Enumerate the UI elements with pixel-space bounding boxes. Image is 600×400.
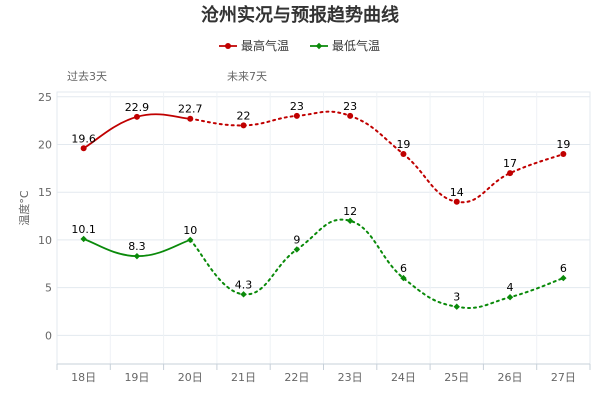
- plot-area: 0 5 10 15 20 25 18日 19日 20日 21日 22日 23日 24日 25日 26日 27日…: [17, 91, 591, 384]
- data-label: 17: [503, 157, 517, 170]
- data-point: [453, 198, 460, 205]
- data-point: [240, 291, 247, 298]
- data-point: [240, 122, 247, 129]
- data-point: [400, 151, 407, 158]
- data-point: [187, 236, 194, 244]
- data-point: [346, 217, 354, 225]
- legend-item-low[interactable]: 最低气温: [310, 38, 380, 53]
- data-label: 4.3: [235, 278, 253, 291]
- data-label: 12: [343, 205, 357, 218]
- chart-title: 沧州实况与预报趋势曲线: [201, 4, 399, 26]
- x-tick-label: 20日: [178, 371, 203, 384]
- data-point: [507, 170, 514, 177]
- legend-item-high[interactable]: 最高气温: [219, 38, 289, 53]
- legend-high-marker: [225, 43, 231, 49]
- data-label: 14: [450, 186, 464, 199]
- x-tick-label: 27日: [551, 371, 576, 384]
- data-point: [80, 235, 87, 243]
- period-label-future: 未来7天: [227, 70, 267, 83]
- y-tick-label: 15: [38, 186, 52, 199]
- x-tick-label: 23日: [338, 371, 363, 384]
- data-label: 9: [293, 233, 300, 246]
- data-label: 19: [396, 138, 410, 151]
- y-tick-label: 5: [45, 282, 52, 295]
- data-point: [400, 274, 407, 282]
- x-tick-label: 25日: [444, 371, 469, 384]
- data-label: 4: [507, 281, 514, 294]
- x-tick-label: 26日: [498, 371, 523, 384]
- data-point: [133, 252, 141, 260]
- data-point: [347, 112, 354, 119]
- data-point: [506, 293, 514, 301]
- data-label: 8.3: [128, 240, 146, 253]
- period-label-past: 过去3天: [67, 70, 107, 83]
- data-label: 3: [453, 291, 460, 304]
- data-point: [560, 151, 567, 158]
- series-high: 19.6 22.9 22.7 22 23 23 19 14 17 19: [71, 100, 570, 205]
- data-point: [80, 145, 87, 152]
- data-label: 22.7: [178, 103, 203, 116]
- data-point: [187, 115, 194, 122]
- legend-high-label: 最高气温: [241, 38, 289, 53]
- data-label: 23: [343, 100, 357, 113]
- y-tick-label: 0: [45, 329, 52, 342]
- y-tick-label: 20: [38, 138, 52, 151]
- y-tick-label: 10: [38, 234, 52, 247]
- data-point: [133, 113, 140, 120]
- data-point: [293, 112, 300, 119]
- legend-low-label: 最低气温: [332, 38, 380, 53]
- data-label: 23: [290, 100, 304, 113]
- data-label: 10.1: [71, 223, 96, 236]
- data-label: 10: [183, 224, 197, 237]
- data-label: 6: [400, 262, 407, 275]
- data-point: [453, 303, 460, 310]
- x-tick-label: 18日: [71, 371, 96, 384]
- y-axis-label: 温度°C: [17, 190, 31, 225]
- x-tick-label: 22日: [284, 371, 309, 384]
- data-label: 19: [556, 138, 570, 151]
- legend: 最高气温 最低气温: [219, 38, 380, 53]
- series-line-forecast: [189, 110, 565, 204]
- x-tick-label: 24日: [391, 371, 416, 384]
- data-label: 6: [560, 262, 567, 275]
- data-point: [293, 246, 301, 253]
- series-low: 10.1 8.3 10 4.3 9 12 6 3 4 6: [71, 205, 567, 310]
- y-tick-label: 25: [38, 91, 52, 104]
- data-label: 19.6: [71, 132, 96, 145]
- data-label: 22: [237, 109, 251, 122]
- data-point: [560, 274, 567, 282]
- legend-low-marker: [315, 42, 323, 50]
- x-tick-label: 19日: [124, 371, 149, 384]
- x-tick-label: 21日: [231, 371, 256, 384]
- data-label: 22.9: [125, 101, 150, 114]
